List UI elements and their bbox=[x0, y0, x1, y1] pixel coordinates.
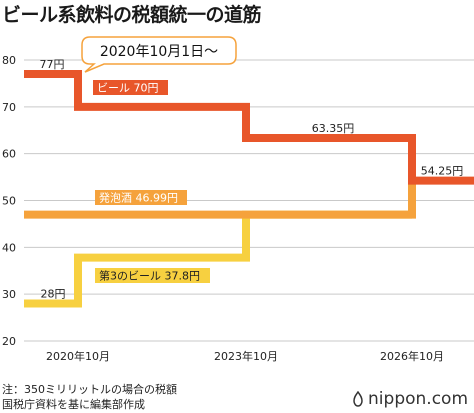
brand-icon bbox=[353, 391, 363, 407]
x-tick-label-2020: 2020年10月 bbox=[46, 349, 110, 363]
note-line-1: 注：350ミリリットルの場合の税額 bbox=[2, 383, 177, 396]
y-tick-label-50: 50 bbox=[2, 195, 16, 208]
y-tick-label-30: 30 bbox=[2, 288, 16, 301]
value-label-77: 77円 bbox=[40, 58, 65, 71]
y-tick-label-40: 40 bbox=[2, 241, 16, 254]
beer-series-label-box bbox=[93, 80, 168, 95]
value-label-63-35: 63.35円 bbox=[312, 122, 355, 135]
y-tick-label-60: 60 bbox=[2, 148, 16, 161]
chart-title: ビール系飲料の税額統一の道筋 bbox=[2, 4, 262, 26]
date-callout-text: 2020年10月1日〜 bbox=[100, 44, 218, 60]
happoshu-series-label-box bbox=[95, 190, 187, 205]
brand-logo: nippon.com bbox=[352, 389, 468, 409]
third-beer-series-label: 第3のビール 37.8円 bbox=[99, 269, 200, 283]
happoshu-line bbox=[24, 180, 416, 219]
third-beer-series-label-box bbox=[95, 268, 210, 283]
y-tick-label-70: 70 bbox=[2, 101, 16, 114]
value-label-28: 28円 bbox=[41, 288, 66, 301]
beer-line bbox=[24, 70, 474, 185]
brand-text: nippon.com bbox=[368, 389, 468, 409]
third-beer-line bbox=[24, 210, 412, 308]
happoshu-series-label: 発泡酒 46.99円 bbox=[99, 191, 178, 205]
date-callout-bubble bbox=[81, 36, 237, 73]
x-tick-label-2026: 2026年10月 bbox=[380, 349, 444, 363]
value-label-54-25: 54.25円 bbox=[421, 165, 464, 178]
note-line-2: 国税庁資料を基に編集部作成 bbox=[2, 398, 145, 411]
y-tick-label-20: 20 bbox=[2, 335, 16, 348]
y-tick-label-80: 80 bbox=[2, 54, 16, 67]
x-tick-label-2023: 2023年10月 bbox=[214, 349, 278, 363]
date-callout: 2020年10月1日〜 bbox=[81, 36, 237, 73]
beer-series-label: ビール 70円 bbox=[97, 82, 159, 95]
